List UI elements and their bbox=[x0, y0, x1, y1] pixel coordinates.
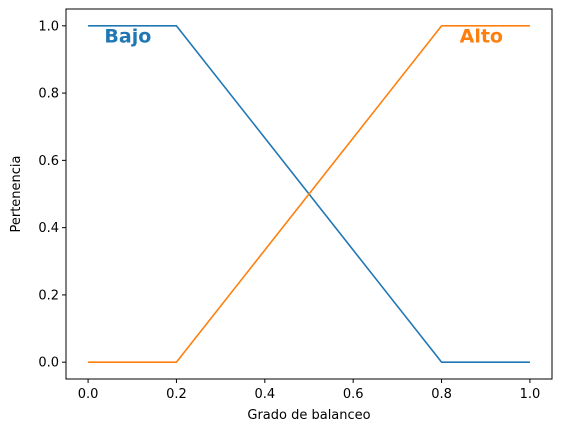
y-tick-label: 1.0 bbox=[38, 19, 59, 34]
y-tick-label: 0.2 bbox=[38, 288, 59, 303]
plot-area: 0.0 0.2 0.4 0.6 0.8 1.0 0.0 0.2 0.4 0.6 0.8 1.0 Bajo… bbox=[38, 8, 553, 402]
y-tick-label: 0.4 bbox=[38, 221, 59, 236]
x-axis-label: Grado de balanceo bbox=[247, 408, 370, 423]
x-tick-label: 0.4 bbox=[254, 387, 275, 402]
x-tick-label: 0.2 bbox=[166, 387, 187, 402]
y-tick-label: 0.8 bbox=[38, 87, 59, 102]
x-tick-label: 0.8 bbox=[431, 387, 452, 402]
series-line-alto bbox=[88, 25, 530, 363]
y-tick-label: 0.0 bbox=[38, 356, 59, 371]
x-tick-label: 0.0 bbox=[78, 387, 99, 402]
y-axis-label: Pertenencia bbox=[9, 155, 24, 232]
annotation-alto: Alto bbox=[460, 26, 503, 48]
x-tick-label: 0.6 bbox=[343, 387, 364, 402]
axes-frame bbox=[65, 8, 553, 380]
annotation-bajo: Bajo bbox=[104, 26, 151, 48]
x-tick-label: 1.0 bbox=[520, 387, 541, 402]
y-tick-label: 0.6 bbox=[38, 154, 59, 169]
